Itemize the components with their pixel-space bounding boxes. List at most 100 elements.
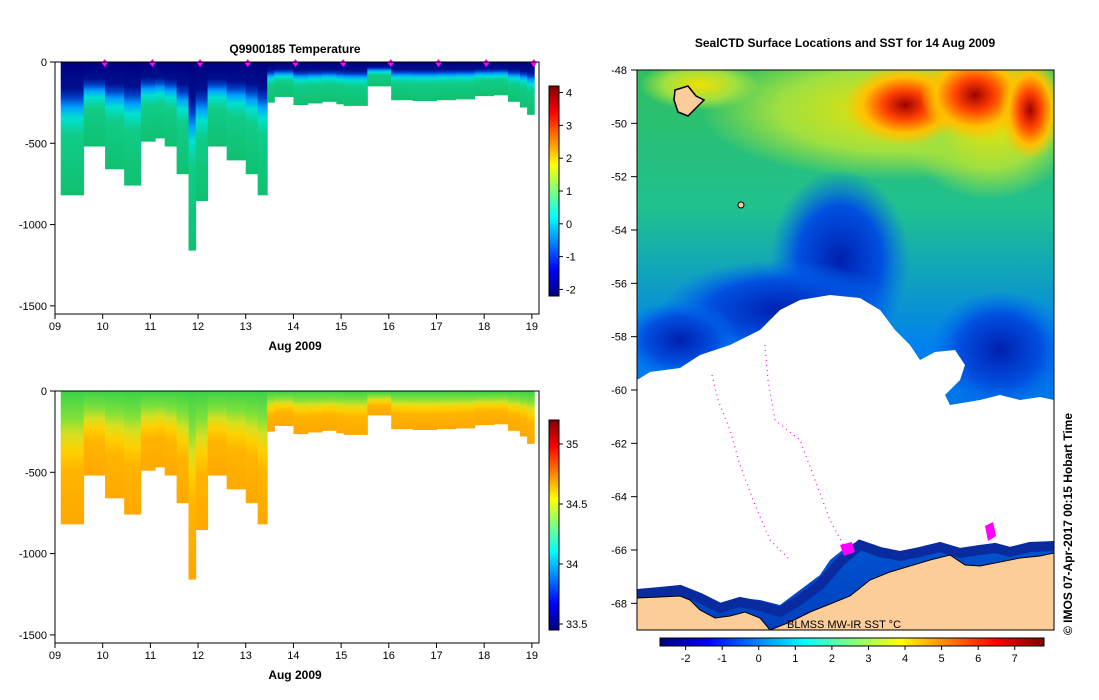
profile-marker-8	[483, 59, 490, 67]
temp-profile-4	[140, 62, 156, 142]
temp-x-tick-9: 18	[478, 321, 490, 333]
temp-cb-tick-5: -1	[566, 252, 576, 264]
profile-marker-2	[197, 59, 204, 67]
sal-profile-18	[322, 391, 337, 431]
sal-x-tick-3: 12	[192, 650, 204, 662]
temp-profile-26	[474, 62, 495, 97]
profile-marker-5	[340, 59, 347, 67]
profile-marker-4	[292, 59, 299, 67]
temp-profile-7	[176, 62, 190, 175]
sal-profile-2	[105, 391, 125, 499]
sal-x-tick-4: 13	[240, 650, 252, 662]
temperature-y-axis: 0 -500 -1000 -1500	[19, 57, 55, 313]
sal-profile-30	[527, 391, 535, 444]
sst-cb-c-tick-2: 0	[756, 653, 762, 665]
sal-x-tick-9: 18	[478, 650, 490, 662]
seal-track	[711, 344, 846, 561]
sal-profile-29	[519, 391, 528, 437]
temp-profile-12	[245, 62, 259, 175]
sal-profile-8	[188, 391, 197, 580]
profile-marker-6	[387, 59, 394, 67]
salinity-x-label: Aug 2009	[268, 668, 322, 682]
temp-profile-16	[293, 62, 309, 106]
temp-x-tick-4: 13	[240, 321, 252, 333]
sal-profile-3	[124, 391, 142, 515]
sal-x-tick-0: 09	[49, 650, 61, 662]
sst-colorbar	[659, 637, 1045, 647]
temp-profile-20	[343, 62, 368, 106]
sal-x-tick-7: 16	[383, 650, 395, 662]
sal-y-tick-3: -1500	[19, 630, 47, 642]
profile-marker-1	[149, 59, 156, 67]
sal-profile-6	[164, 391, 178, 476]
sal-profile-24	[436, 391, 457, 430]
sal-profile-1	[83, 391, 106, 476]
temp-profile-18	[322, 62, 337, 102]
sal-x-tick-6: 15	[335, 650, 347, 662]
map-lat-tick-3: -54	[611, 225, 627, 237]
sal-cb-tick-0: 35	[566, 439, 578, 451]
temp-x-tick-2: 11	[145, 321, 156, 333]
sst-cb-c-tick-7: 5	[939, 653, 945, 665]
map-lat-tick-9: -66	[611, 545, 627, 557]
temperature-colorbar	[548, 85, 560, 297]
temp-profile-22	[391, 62, 414, 101]
temp-x-tick-5: 14	[287, 321, 299, 333]
temp-y-tick-3: -1500	[19, 301, 47, 313]
temp-x-tick-3: 12	[192, 321, 204, 333]
map-annotation: BLMSS MW-IR SST °C	[787, 619, 901, 631]
temp-profile-29	[519, 62, 528, 108]
sst-cb-c-tick-8: 6	[975, 653, 981, 665]
salinity-profiles	[60, 391, 535, 580]
sal-y-tick-2: -1000	[19, 549, 47, 561]
temp-y-tick-0: 0	[41, 57, 47, 69]
map-frame	[636, 69, 1055, 631]
sal-profile-21	[367, 391, 392, 416]
sst-field	[637, 70, 1054, 630]
salinity-panel: 09 10 11 12 13 14 15 16 17 18 19 0 -500 -1000 -1500 A…	[19, 386, 588, 682]
sst-cb-c-tick-6: 4	[902, 653, 908, 665]
temp-profile-6	[164, 62, 178, 147]
temperature-title: Q9900185 Temperature	[229, 42, 361, 56]
sal-cb-tick-2: 34	[566, 559, 578, 571]
profile-marker-9	[530, 59, 537, 67]
temp-profile-3	[124, 62, 142, 186]
profile-marker-3	[244, 59, 251, 67]
temp-profile-11	[226, 62, 247, 161]
temp-profile-21	[367, 62, 392, 87]
land	[637, 595, 771, 630]
sal-x-tick-2: 11	[145, 650, 156, 662]
temp-profile-17	[307, 62, 323, 104]
temp-x-tick-7: 16	[383, 321, 395, 333]
temp-profile-15	[274, 62, 294, 97]
sal-profile-19	[336, 391, 344, 434]
sal-profile-7	[176, 391, 190, 504]
sal-profile-4	[140, 391, 156, 471]
sal-profile-28	[508, 391, 521, 431]
temp-cb-tick-2: 2	[566, 153, 572, 165]
temp-x-tick-8: 17	[430, 321, 442, 333]
sal-y-tick-0: 0	[41, 386, 47, 398]
sal-profile-0	[60, 391, 85, 525]
sal-x-tick-5: 14	[287, 650, 299, 662]
salinity-plot-frame	[54, 390, 540, 644]
sal-cb-tick-1: 34.5	[566, 499, 587, 511]
sal-cb-tick-3: 33.5	[566, 619, 587, 631]
temp-x-tick-1: 10	[97, 321, 109, 333]
map-credit: © IMOS 07-Apr-2017 00:15 Hobart Time	[1061, 413, 1075, 635]
sal-profile-9	[195, 391, 209, 531]
sal-y-tick-1: -500	[25, 467, 47, 479]
sal-profile-5	[155, 391, 166, 468]
temp-profile-14	[267, 62, 275, 103]
temperature-x-label: Aug 2009	[268, 339, 322, 353]
sst-cb-c-tick-0: -2	[681, 653, 691, 665]
salinity-y-axis: 0 -500 -1000 -1500	[19, 386, 55, 642]
sal-x-tick-1: 10	[97, 650, 109, 662]
sst-cb-c-tick-3: 1	[792, 653, 798, 665]
temp-profile-1	[83, 62, 106, 147]
temp-cb-tick-0: 4	[566, 88, 572, 100]
temperature-panel: Q9900185 Temperature 09 10 11 12 13 14 15 16 17 1…	[19, 42, 576, 353]
sal-profile-14	[267, 391, 275, 432]
sal-profile-22	[391, 391, 414, 430]
sal-profile-23	[412, 391, 437, 431]
